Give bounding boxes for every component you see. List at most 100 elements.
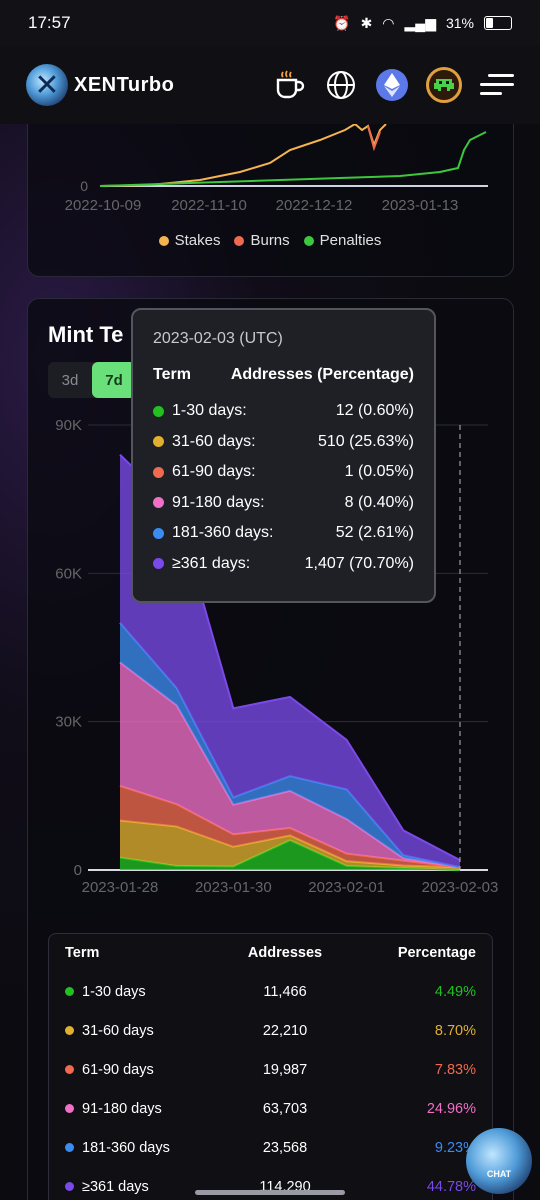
tooltip-header-term: Term <box>153 366 191 383</box>
tooltip-row-label: 61-90 days: <box>172 463 256 481</box>
tooltip-row-value: 510 (25.63%) <box>317 432 414 450</box>
cell-percentage: 9.23% <box>434 1139 476 1156</box>
cell-percentage: 7.83% <box>434 1061 476 1078</box>
table-row: 181-360 days 23,568 9.23% <box>49 1128 492 1167</box>
table-row: 91-180 days 63,703 24.96% <box>49 1089 492 1128</box>
coffee-cup-icon[interactable] <box>272 68 306 102</box>
mint-card-title: Mint Te <box>48 322 124 347</box>
wifi-icon: ◠ <box>382 14 395 31</box>
tooltip-row-label-wrap: 91-180 days: <box>153 494 265 512</box>
series-dot <box>65 1143 74 1152</box>
area-series-3[interactable] <box>120 662 460 868</box>
chart-tooltip: 2023-02-03 (UTC) Term Addresses (Percent… <box>131 308 436 603</box>
area-series-0[interactable] <box>120 840 460 870</box>
status-time: 17:57 <box>28 13 71 32</box>
top-chart-x-tick: 2023-01-13 <box>382 197 459 214</box>
signal-icon: ▂▄▆ <box>404 14 436 31</box>
x-tick-label: 2023-01-30 <box>195 879 272 896</box>
series-dot <box>153 558 164 570</box>
table-row: 1-30 days 11,466 4.49% <box>49 972 492 1011</box>
tooltip-row-value: 1 (0.05%) <box>344 463 414 481</box>
tooltip-row: 31-60 days: 510 (25.63%) <box>153 427 414 458</box>
tooltip-row-value: 12 (0.60%) <box>335 402 414 420</box>
tooltip-row-label: 91-180 days: <box>172 493 265 511</box>
legend-label: Burns <box>250 232 290 249</box>
table-row: 31-60 days 22,210 8.70% <box>49 1011 492 1050</box>
tooltip-row-label: 181-360 days: <box>172 524 274 542</box>
tooltip-row: 181-360 days: 52 (2.61%) <box>153 518 414 549</box>
legend-dot <box>158 235 169 246</box>
top-chart-y-zero: 0 <box>80 178 88 194</box>
series-dot <box>65 987 74 996</box>
header-percentage: Percentage <box>397 945 476 961</box>
table-body: 1-30 days 11,466 4.49% 31-60 days 22,210 8.70… <box>49 972 492 1200</box>
tooltip-row-label-wrap: 61-90 days: <box>153 463 256 481</box>
burns-line <box>367 125 381 152</box>
table-row: 61-90 days 19,987 7.83% <box>49 1050 492 1089</box>
tooltip-row-label-wrap: 31-60 days: <box>153 433 256 451</box>
series-dot <box>153 436 164 448</box>
battery-percent: 31% <box>445 15 474 31</box>
series-line-1 <box>119 819 461 869</box>
tooltip-row-label-wrap: 181-360 days: <box>153 524 273 542</box>
area-series-2[interactable] <box>120 785 460 868</box>
app-header: XENTurbo <box>0 46 540 124</box>
cell-term: 1-30 days <box>65 984 215 1000</box>
legend-item-penalties[interactable]: Penalties <box>303 232 381 249</box>
y-tick-label: 0 <box>74 862 82 879</box>
top-chart-x-tick: 2022-12-12 <box>276 197 353 214</box>
legend-item-burns[interactable]: Burns <box>234 232 290 249</box>
tooltip-row: 61-90 days: 1 (0.05%) <box>153 457 414 488</box>
y-tick-label: 60K <box>55 565 82 582</box>
term-label: 91-180 days <box>82 1100 162 1117</box>
hamburger-menu-icon[interactable] <box>480 68 514 102</box>
tooltip-row-label: 31-60 days: <box>172 432 256 450</box>
y-tick-label: 30K <box>55 714 82 731</box>
tooltip-row: 91-180 days: 8 (0.40%) <box>153 488 414 519</box>
top-chart-legend: Stakes Burns Penalties <box>0 232 540 249</box>
user-avatar[interactable] <box>426 67 462 103</box>
tooltip-header: Term Addresses (Percentage) <box>153 366 414 384</box>
term-label: 61-90 days <box>82 1061 154 1078</box>
cell-term: 91-180 days <box>65 1101 215 1117</box>
chat-label: CHAT <box>486 1169 512 1179</box>
header-addresses: Addresses <box>247 945 323 961</box>
tooltip-row-value: 52 (2.61%) <box>335 524 414 542</box>
range-button-3d[interactable]: 3d <box>61 371 79 389</box>
area-series-1[interactable] <box>120 820 460 870</box>
tooltip-row: ≥361 days: 1,407 (70.70%) <box>153 549 414 580</box>
brand-name[interactable]: XENTurbo <box>74 73 175 96</box>
cell-percentage: 8.70% <box>434 1022 476 1039</box>
range-selector: 3d 7d <box>48 362 136 398</box>
top-chart-card <box>27 100 514 277</box>
ethereum-network-icon[interactable] <box>376 69 408 101</box>
xenturbo-logo-icon[interactable] <box>26 64 68 106</box>
alarm-icon: ⏰ <box>333 14 351 31</box>
penalties-line <box>99 131 487 187</box>
globe-icon[interactable] <box>324 68 358 102</box>
cell-term: 31-60 days <box>65 1023 215 1039</box>
range-button-7d[interactable]: 7d <box>92 362 136 398</box>
tooltip-row-label-wrap: ≥361 days: <box>153 555 250 573</box>
top-chart-x-tick: 2022-11-10 <box>171 197 247 214</box>
legend-item-stakes[interactable]: Stakes <box>158 232 220 249</box>
header-term: Term <box>65 945 100 961</box>
term-label: 1-30 days <box>82 983 146 1000</box>
status-icons: ⏰ ✱ ◠ ▂▄▆ 31% <box>333 15 512 32</box>
series-dot <box>153 405 164 417</box>
chat-button[interactable]: CHAT <box>466 1128 532 1194</box>
series-dot <box>65 1026 74 1035</box>
cell-addresses: 19,987 <box>262 1061 308 1078</box>
cell-addresses: 22,210 <box>262 1022 308 1039</box>
term-label: 31-60 days <box>82 1022 154 1039</box>
cell-term: 61-90 days <box>65 1062 215 1078</box>
table-header: Term Addresses Percentage <box>49 934 492 972</box>
series-dot <box>153 466 164 478</box>
tooltip-row-label: 1-30 days: <box>172 402 247 420</box>
term-label: 181-360 days <box>82 1139 170 1156</box>
x-tick-label: 2023-01-28 <box>82 879 159 896</box>
tooltip-row-label-wrap: 1-30 days: <box>153 402 247 420</box>
battery-icon <box>484 16 512 30</box>
legend-dot <box>303 235 314 246</box>
home-indicator <box>195 1190 345 1195</box>
